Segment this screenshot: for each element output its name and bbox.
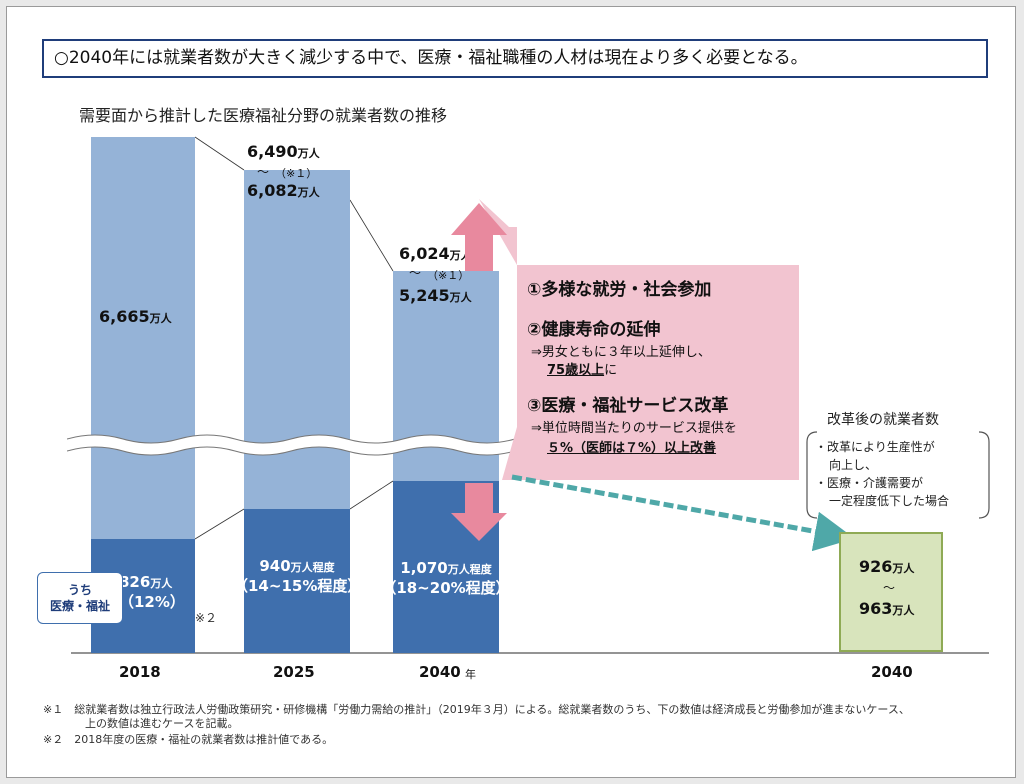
slide: ○2040年には就業者数が大きく減少する中で、医療・福祉職種の人材は現在より多く… [6,6,1016,778]
label-upper-2025: 6,490万人 [247,142,320,161]
chart-title: 需要面から推計した医療福祉分野の就業者数の推移 [79,106,448,125]
pink-box-pointer-bottom [502,427,517,480]
connector-lines [71,136,989,654]
label-welfare-2025: 940万人程度 （14~15%程度） [233,557,363,595]
up-arrow [451,203,507,271]
range-mark-2040: 〜 [409,266,422,280]
reform-range-mark: 〜 [883,581,896,595]
label-total-2018: 6,665万人 [99,307,172,326]
label-welfare-2018: 826万人 （12%） [119,573,185,611]
range-mark-2025: 〜 [257,165,270,179]
axis-break [67,434,516,456]
range-note-2040: （※１） [427,269,470,282]
footnote-2: ※２ 2018年度の医療・福祉の就業者数は推計値である。 [43,733,334,746]
tick-2040-reform: 2040 [871,663,913,681]
welfare-callout: うち 医療・福祉 [37,572,123,624]
tick-unit: 年 [465,668,476,681]
label-total-2040: 5,245万人 [399,286,472,305]
measure-2-sub1: ⇒男女ともに３年以上延伸し、 [531,345,711,360]
bar-total-2018 [91,137,195,539]
connector-welfare-2 [349,480,394,510]
tick-2018: 2018 [119,663,161,681]
label-welfare-2040: 1,070万人程度 （18~20%程度） [381,559,511,597]
down-arrow [451,483,507,541]
measure-3-sub2: ５%（医師は７%）以上改善 [547,441,717,456]
reform-bullet-2a: ・医療・介護需要が [815,476,924,490]
reform-title: 改革後の就業者数 [827,412,939,428]
tick-2025: 2025 [273,663,315,681]
footnote-1b: 上の数値は進むケースを記載。 [85,717,239,730]
bar-welfare-2025 [244,509,350,653]
note2-mark: ※２ [195,611,218,625]
reform-high-label: 963万人 [859,599,915,618]
tick-2040: 2040 [419,663,461,681]
reform-bullet-2b: 一定程度低下した場合 [829,494,950,508]
reform-bullet-1b: 向上し、 [829,458,878,472]
connector-total-2 [349,199,394,272]
reform-bracket [806,431,990,519]
measure-3: ③医療・福祉サービス改革 [527,396,729,416]
footnote-1a: ※１ 総就業者数は独立行政法人労働政策研究・研修機構「労働力需給の推計」（201… [43,703,910,716]
reform-low-label: 926万人 [859,557,915,576]
measure-2-sub2: 75歳以上に [547,363,618,378]
headline: ○2040年には就業者数が大きく減少する中で、医療・福祉職種の人材は現在より多く… [42,39,988,78]
dashed-arrow [511,474,855,552]
connector-welfare-1 [194,508,245,540]
connector-total-1 [194,136,245,171]
pink-arrows [451,199,517,541]
measures-box [517,265,799,480]
measure-2: ②健康寿命の延伸 [527,320,661,340]
reform-bullet-1a: ・改革により生産性が [815,440,935,454]
measure-1: ①多様な就労・社会参加 [527,280,712,300]
label-total-2025: 6,082万人 [247,181,320,200]
range-note-2025: （※１） [275,167,318,180]
measure-3-sub1: ⇒単位時間当たりのサービス提供を [531,421,737,436]
reform-bar-2040 [839,532,943,652]
